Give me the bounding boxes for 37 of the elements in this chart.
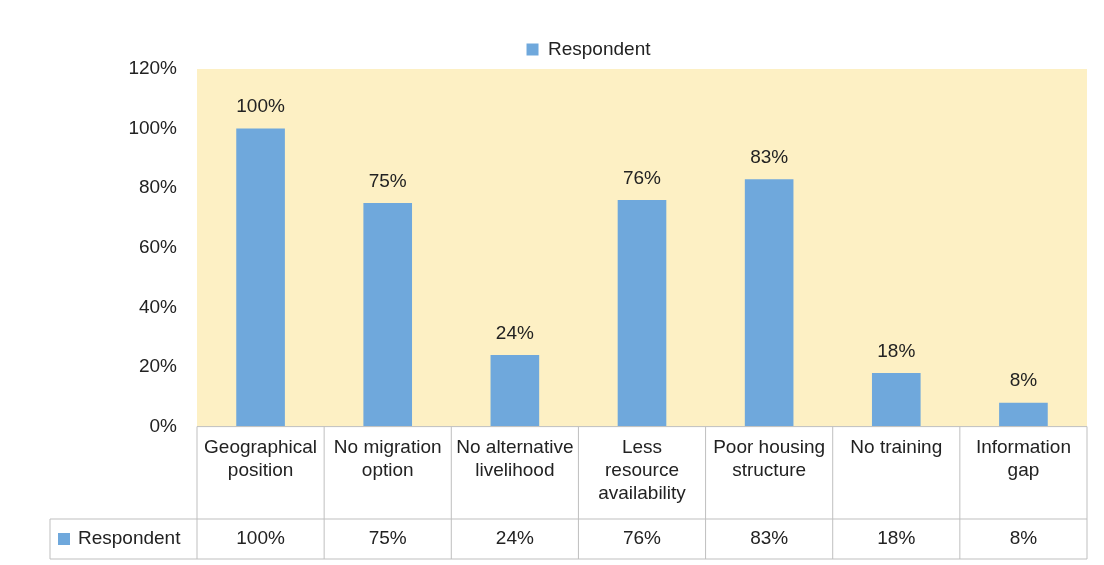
- text: 8%: [1009, 369, 1038, 391]
- text: 83%: [750, 527, 789, 549]
- y-tick-label: 40%: [138, 295, 178, 317]
- text: 75%: [368, 527, 407, 549]
- y-tick-label: 80%: [138, 176, 178, 198]
- bar: [236, 128, 285, 427]
- x-tick-label: Information gap: [975, 436, 1071, 481]
- bar: [363, 203, 413, 427]
- y-tick-label: 20%: [138, 355, 178, 377]
- x-tick-label: Geographical position: [204, 436, 318, 481]
- y-tick-label: 120%: [128, 57, 178, 79]
- text: 75%: [368, 169, 407, 191]
- legend-label: Respondent: [548, 37, 652, 59]
- text: 100%: [236, 95, 285, 117]
- text: Respondent: [78, 527, 181, 549]
- text: 76%: [622, 527, 662, 549]
- bar: [617, 200, 667, 427]
- bar: [871, 372, 921, 427]
- y-tick-label: 100%: [128, 116, 178, 138]
- x-tick-label: No migration option: [333, 436, 442, 481]
- bar: [490, 355, 540, 427]
- text: 8%: [1009, 527, 1038, 549]
- text: 18%: [877, 339, 916, 361]
- text: 18%: [877, 527, 916, 549]
- text: 100%: [236, 527, 285, 549]
- y-tick-label: 0%: [149, 414, 178, 436]
- bar: [744, 179, 794, 427]
- bar: [999, 402, 1048, 427]
- x-tick-label: No training: [850, 436, 943, 458]
- x-tick-label: No alternative livelihood: [456, 436, 574, 481]
- x-tick-label: Poor housing structure: [713, 436, 826, 481]
- text: 24%: [495, 321, 534, 343]
- text: 76%: [622, 166, 662, 188]
- x-tick-label: Less resource availability: [598, 436, 687, 503]
- y-tick-label: 60%: [138, 236, 178, 258]
- text: 24%: [495, 527, 534, 549]
- text: 83%: [750, 145, 789, 167]
